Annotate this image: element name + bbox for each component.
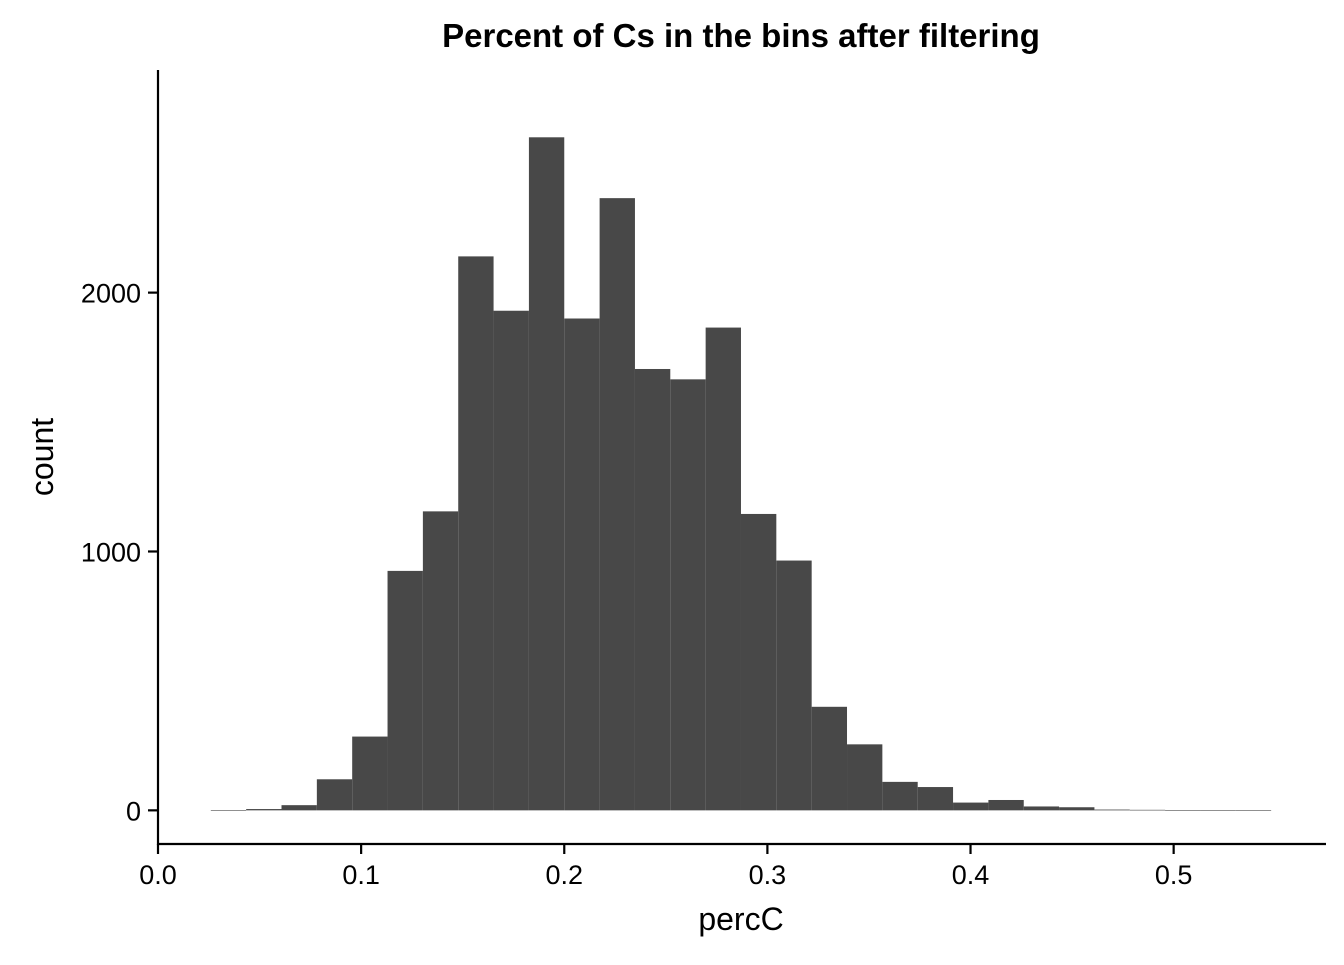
x-tick-label: 0.5 bbox=[1155, 860, 1193, 890]
histogram-bar-6 bbox=[422, 511, 459, 811]
x-tick-label: 0.3 bbox=[749, 860, 787, 890]
histogram-bar-4 bbox=[352, 736, 388, 811]
y-tick-label: 0 bbox=[126, 796, 141, 826]
histogram-bar-24 bbox=[1059, 807, 1095, 811]
histogram-bar-16 bbox=[776, 560, 812, 811]
histogram-bar-23 bbox=[1023, 806, 1060, 811]
histogram-bar-28 bbox=[1200, 810, 1236, 811]
histogram-bar-19 bbox=[882, 781, 918, 811]
histogram-bar-13 bbox=[670, 379, 706, 811]
x-tick-label: 0.2 bbox=[545, 860, 583, 890]
histogram-bar-12 bbox=[634, 368, 671, 811]
histogram-bar-20 bbox=[917, 787, 954, 811]
x-tick-label: 0.0 bbox=[139, 860, 177, 890]
histogram-bar-9 bbox=[528, 137, 565, 811]
histogram-bar-7 bbox=[458, 256, 494, 811]
chart-title: Percent of Cs in the bins after filterin… bbox=[442, 17, 1040, 54]
histogram-bar-14 bbox=[705, 327, 741, 811]
histogram-bar-2 bbox=[281, 805, 317, 811]
histogram-bar-5 bbox=[387, 570, 423, 811]
x-tick-label: 0.4 bbox=[952, 860, 990, 890]
x-tick-label: 0.1 bbox=[342, 860, 380, 890]
y-tick-label: 2000 bbox=[81, 279, 141, 309]
histogram-bar-25 bbox=[1094, 809, 1130, 811]
histogram-bar-1 bbox=[246, 809, 282, 811]
x-axis-ticks: 0.0 0.1 0.2 0.3 0.4 0.5 bbox=[139, 844, 1192, 890]
histogram-bar-11 bbox=[599, 198, 635, 811]
histogram-bar-0 bbox=[210, 810, 247, 811]
y-axis-ticks: 0 1000 2000 bbox=[81, 279, 158, 826]
histogram-bars bbox=[210, 137, 1272, 811]
histogram-bar-27 bbox=[1165, 810, 1201, 811]
histogram-bar-18 bbox=[847, 744, 883, 811]
histogram-bar-29 bbox=[1235, 810, 1272, 811]
histogram-bar-21 bbox=[953, 802, 989, 811]
histogram-bar-3 bbox=[316, 779, 353, 811]
histogram-bar-22 bbox=[988, 799, 1024, 811]
histogram-bar-17 bbox=[811, 706, 848, 811]
y-axis-label: count bbox=[24, 418, 60, 496]
histogram-bar-26 bbox=[1129, 809, 1166, 811]
histogram-bar-10 bbox=[564, 318, 600, 811]
x-axis-label: percC bbox=[698, 901, 783, 937]
y-tick-label: 1000 bbox=[81, 537, 141, 567]
histogram-bar-8 bbox=[493, 310, 529, 811]
histogram-bar-15 bbox=[740, 513, 777, 811]
